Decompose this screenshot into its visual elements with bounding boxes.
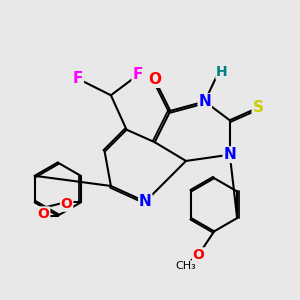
Text: CH₃: CH₃	[176, 261, 197, 271]
Text: H: H	[216, 65, 228, 79]
Text: N: N	[139, 194, 152, 209]
Text: O: O	[193, 248, 204, 262]
Text: F: F	[132, 68, 143, 82]
Text: O: O	[38, 207, 50, 221]
Text: O: O	[61, 197, 73, 211]
Text: S: S	[252, 100, 263, 115]
Text: F: F	[73, 70, 83, 86]
Text: N: N	[224, 147, 236, 162]
Text: N: N	[198, 94, 211, 109]
Text: O: O	[148, 72, 161, 87]
